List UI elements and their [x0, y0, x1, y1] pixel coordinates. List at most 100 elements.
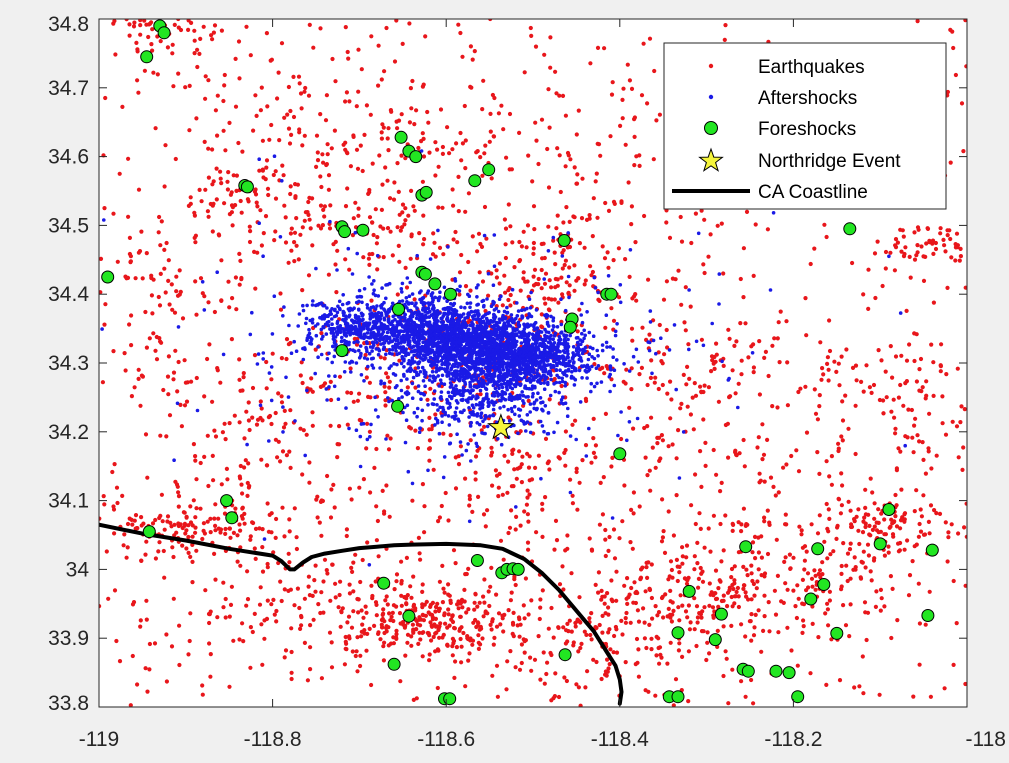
earthquake-point	[620, 519, 625, 524]
earthquake-point	[428, 386, 433, 391]
earthquake-point	[384, 629, 389, 634]
earthquake-point	[824, 682, 829, 688]
earthquake-point	[736, 381, 741, 386]
earthquake-point	[286, 260, 291, 265]
earthquake-point	[795, 663, 800, 668]
aftershock-point	[501, 368, 506, 372]
earthquake-point	[255, 250, 260, 255]
earthquake-point	[933, 240, 939, 246]
earthquake-point	[882, 553, 888, 558]
earthquake-point	[577, 595, 582, 600]
earthquake-point	[545, 660, 550, 665]
earthquake-point	[571, 643, 576, 648]
earthquake-point	[523, 279, 528, 284]
earthquake-point	[422, 237, 427, 242]
earthquake-point	[689, 240, 694, 246]
aftershock-point	[555, 325, 560, 329]
earthquake-point	[686, 342, 691, 347]
earthquake-point	[663, 592, 668, 597]
earthquake-point	[839, 354, 844, 359]
earthquake-point	[291, 114, 297, 120]
earthquake-point	[649, 358, 654, 363]
earthquake-point	[211, 30, 216, 35]
earthquake-point	[172, 533, 177, 538]
earthquake-point	[364, 446, 369, 451]
earthquake-point	[488, 129, 493, 134]
aftershock-point	[573, 377, 578, 382]
earthquake-point	[553, 518, 559, 524]
earthquake-point	[674, 493, 679, 498]
earthquake-point	[873, 604, 879, 610]
earthquake-point	[725, 590, 731, 595]
earthquake-point	[164, 679, 169, 684]
aftershock-point	[480, 335, 485, 339]
earthquake-point	[744, 567, 749, 572]
earthquake-point	[202, 139, 207, 144]
earthquake-point	[263, 214, 269, 219]
earthquake-point	[847, 634, 852, 639]
aftershock-point	[459, 366, 464, 371]
earthquake-point	[594, 625, 599, 631]
earthquake-point	[671, 533, 677, 538]
earthquake-point	[179, 424, 184, 429]
earthquake-point	[440, 151, 445, 156]
earthquake-point	[839, 571, 844, 577]
earthquake-point	[340, 606, 345, 611]
earthquake-point	[354, 649, 359, 654]
earthquake-point	[871, 382, 877, 388]
earthquake-point	[538, 605, 543, 610]
earthquake-point	[526, 398, 531, 403]
earthquake-point	[192, 213, 197, 218]
earthquake-point	[284, 337, 290, 342]
earthquake-point	[592, 362, 597, 367]
earthquake-point	[131, 600, 137, 605]
earthquake-point	[374, 241, 379, 246]
aftershock-point	[512, 350, 516, 355]
earthquake-point	[437, 579, 442, 584]
earthquake-point	[458, 636, 463, 642]
earthquake-point	[274, 608, 279, 614]
aftershock-point	[499, 294, 503, 299]
earthquake-point	[202, 454, 207, 459]
earthquake-point	[848, 541, 853, 546]
earthquake-point	[424, 599, 429, 604]
earthquake-point	[391, 197, 397, 202]
earthquake-point	[145, 689, 150, 694]
earthquake-point	[886, 544, 891, 549]
earthquake-point	[121, 543, 126, 548]
earthquake-point	[627, 592, 632, 597]
earthquake-point	[374, 504, 379, 509]
earthquake-point	[756, 608, 761, 613]
earthquake-point	[162, 247, 167, 252]
earthquake-point	[551, 238, 556, 243]
earthquake-point	[905, 538, 910, 543]
earthquake-point	[380, 616, 385, 622]
earthquake-point	[337, 374, 343, 379]
earthquake-point	[520, 454, 525, 459]
earthquake-point	[382, 69, 387, 74]
earthquake-point	[757, 480, 762, 485]
earthquake-point	[158, 39, 163, 44]
earthquake-point	[211, 478, 216, 483]
earthquake-point	[282, 587, 287, 592]
earthquake-point	[181, 510, 186, 515]
earthquake-point	[252, 546, 257, 551]
earthquake-point	[450, 653, 455, 658]
earthquake-point	[678, 406, 683, 411]
earthquake-point	[787, 552, 793, 557]
earthquake-point	[882, 517, 887, 522]
earthquake-point	[568, 477, 573, 482]
earthquake-point	[761, 452, 767, 457]
earthquake-point	[911, 694, 916, 699]
earthquake-point	[679, 239, 685, 244]
earthquake-point	[459, 252, 464, 258]
earthquake-point	[132, 385, 137, 390]
earthquake-point	[307, 460, 312, 465]
earthquake-point	[670, 442, 675, 447]
earthquake-point	[457, 270, 463, 275]
earthquake-point	[961, 445, 966, 450]
earthquake-point	[411, 629, 416, 634]
earthquake-point	[554, 91, 559, 96]
earthquake-point	[372, 623, 377, 629]
earthquake-point	[619, 200, 624, 205]
